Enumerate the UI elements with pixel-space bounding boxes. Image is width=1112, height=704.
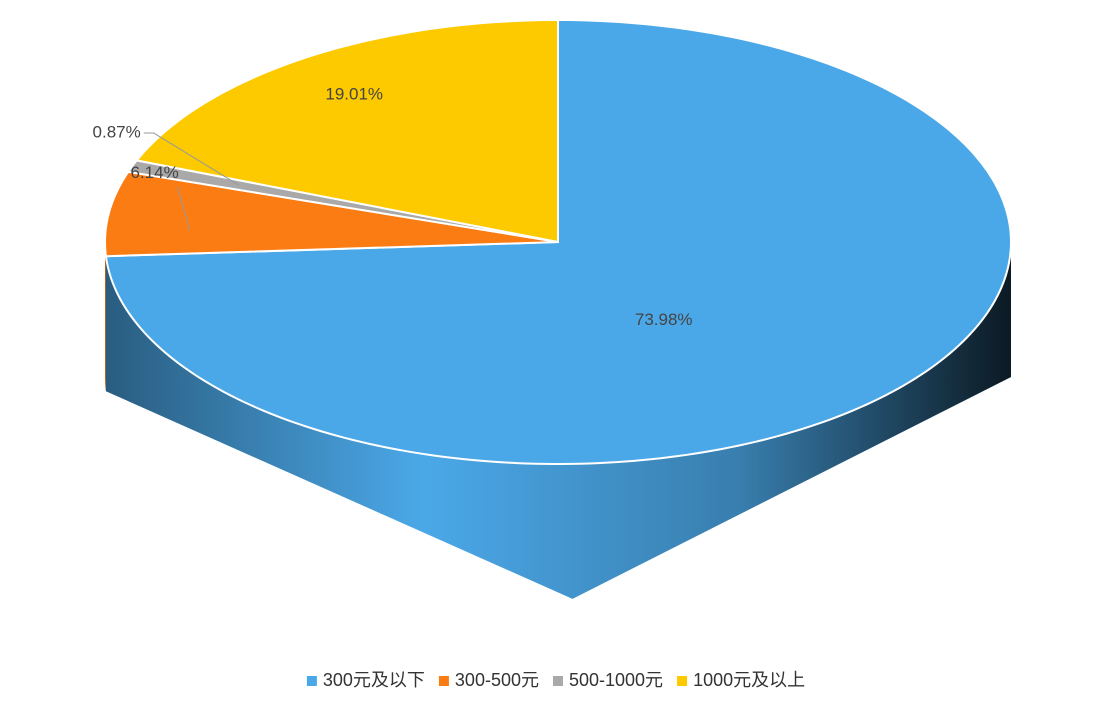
legend: 300元及以下 300-500元 500-1000元 1000元及以上 (306, 670, 805, 690)
legend-label: 300-500元 (455, 670, 539, 690)
data-label: 19.01% (325, 85, 383, 104)
data-label: 6.14% (131, 163, 179, 182)
legend-label: 1000元及以上 (693, 670, 805, 690)
legend-swatch (552, 676, 563, 686)
leader-line (177, 186, 191, 231)
side-shade (105, 242, 106, 392)
pie-tops (104, 18, 1012, 465)
legend-swatch (306, 676, 317, 686)
data-label: 73.98% (635, 310, 693, 329)
legend-label: 500-1000元 (569, 670, 663, 690)
leader-line (143, 132, 239, 186)
legend-swatch (677, 676, 688, 686)
pie-slice (134, 18, 559, 244)
pie-slice (104, 170, 559, 258)
legend-label: 300元及以下 (323, 670, 425, 690)
pie-labels: 73.98% 6.14% 0.87% 19.01% (93, 85, 693, 329)
data-label: 0.87% (93, 123, 141, 142)
legend-swatch (438, 676, 449, 686)
